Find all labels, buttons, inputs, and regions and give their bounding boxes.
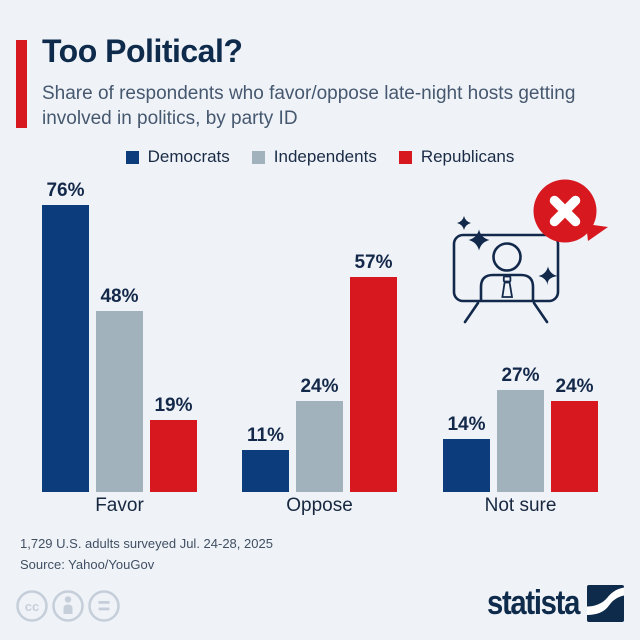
legend-label: Democrats [147, 147, 230, 166]
bar-column-democrats-favor: 76% [42, 180, 89, 492]
page-title: Too Political? [42, 33, 243, 69]
survey-note: 1,729 U.S. adults surveyed Jul. 24-28, 2… [20, 536, 273, 551]
title-accent-bar [16, 40, 27, 128]
bar-independents-favor [96, 311, 143, 492]
bar-republicans-not-sure [551, 401, 598, 492]
sparkle-icon [538, 266, 558, 286]
chart-subtitle: Share of respondents who favor/oppose la… [42, 83, 576, 129]
source-note: Source: Yahoo/YouGov [20, 557, 155, 572]
tv-legs-icon [463, 301, 549, 324]
sparkle-icon [457, 216, 471, 230]
bar-value-label: 14% [447, 414, 486, 435]
bar-group-favor: 76% 48% 19% [42, 180, 197, 492]
legend-label: Republicans [420, 147, 515, 166]
svg-text:cc: cc [25, 599, 39, 614]
person-head-icon [492, 242, 522, 272]
category-label-not-sure: Not sure [484, 495, 557, 516]
person-body-icon [479, 273, 535, 300]
bar-column-republicans-favor: 19% [150, 395, 197, 492]
category-label-oppose: Oppose [286, 495, 353, 516]
bar-value-label: 24% [555, 376, 594, 397]
bar-column-democrats-not-sure: 14% [443, 414, 490, 492]
bar-democrats-favor [42, 205, 89, 492]
bar-democrats-not-sure [443, 439, 490, 492]
category-label-favor: Favor [95, 495, 144, 516]
bar-value-label: 19% [154, 395, 193, 416]
bar-democrats-oppose [242, 450, 289, 492]
statista-logo-icon [587, 585, 624, 622]
tv-person-illustration [452, 179, 608, 324]
bar-column-democrats-oppose: 11% [242, 425, 289, 492]
bar-column-republicans-oppose: 57% [350, 252, 397, 492]
statista-logo: statista [472, 584, 624, 623]
bar-column-independents-oppose: 24% [296, 376, 343, 492]
tv-screen-icon [452, 233, 560, 303]
bar-value-label: 57% [354, 252, 393, 273]
cc-icon[interactable]: cc [16, 590, 48, 622]
legend: Democrats Independents Republicans [0, 147, 640, 167]
sparkle-icon [468, 229, 490, 251]
x-mark-icon [549, 195, 581, 227]
attribution-icon[interactable] [52, 590, 84, 622]
bar-value-label: 24% [300, 376, 339, 397]
tie-icon [501, 281, 514, 298]
bar-group-oppose: 11% 24% 57% [242, 252, 397, 492]
bar-republicans-oppose [350, 277, 397, 492]
bar-republicans-favor [150, 420, 197, 492]
statista-wordmark: statista [486, 584, 580, 622]
bar-group-not-sure: 14% 27% 24% [443, 365, 598, 492]
legend-swatch [398, 150, 412, 164]
bar-column-independents-favor: 48% [96, 286, 143, 492]
legend-swatch [251, 150, 265, 164]
bar-value-label: 11% [247, 425, 284, 446]
equals-icon[interactable] [88, 590, 120, 622]
tie-knot-icon [502, 275, 512, 283]
legend-item-independents: Independents [251, 147, 377, 167]
legend-swatch [125, 150, 139, 164]
bar-column-independents-not-sure: 27% [497, 365, 544, 492]
footnote: 1,729 U.S. adults surveyed Jul. 24-28, 2… [20, 533, 273, 575]
bar-value-label: 48% [100, 286, 139, 307]
speech-bubble-tail [586, 224, 608, 241]
bar-value-label: 27% [501, 365, 540, 386]
legend-item-democrats: Democrats [125, 147, 230, 167]
bar-independents-not-sure [497, 390, 544, 492]
bar-column-republicans-not-sure: 24% [551, 376, 598, 492]
bar-independents-oppose [296, 401, 343, 492]
bar-value-label: 76% [46, 180, 85, 201]
legend-label: Independents [273, 147, 377, 166]
legend-item-republicans: Republicans [398, 147, 515, 167]
cc-license-icons[interactable]: cc [14, 588, 126, 624]
